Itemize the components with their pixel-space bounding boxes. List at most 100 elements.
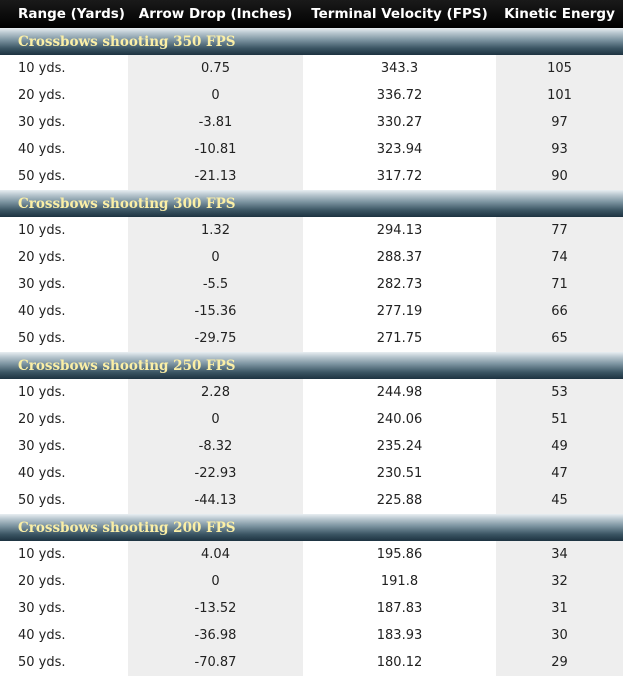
cell-range: 30 yds. bbox=[0, 595, 128, 622]
cell-terminal-velocity: 330.27 bbox=[303, 109, 496, 136]
table-row: 20 yds. 0 336.72 101 bbox=[0, 82, 623, 109]
cell-range: 50 yds. bbox=[0, 325, 128, 352]
cell-terminal-velocity: 191.8 bbox=[303, 568, 496, 595]
table-row: 50 yds. -70.87 180.12 29 bbox=[0, 649, 623, 676]
cell-arrow-drop: -8.32 bbox=[128, 433, 303, 460]
cell-kinetic-energy: 51 bbox=[496, 406, 623, 433]
cell-kinetic-energy: 105 bbox=[496, 55, 623, 82]
group-title: Crossbows shooting 350 FPS bbox=[0, 28, 623, 55]
cell-range: 30 yds. bbox=[0, 433, 128, 460]
cell-range: 40 yds. bbox=[0, 460, 128, 487]
cell-arrow-drop: -44.13 bbox=[128, 487, 303, 514]
cell-range: 20 yds. bbox=[0, 568, 128, 595]
cell-terminal-velocity: 183.93 bbox=[303, 622, 496, 649]
group-title: Crossbows shooting 250 FPS bbox=[0, 352, 623, 379]
cell-terminal-velocity: 277.19 bbox=[303, 298, 496, 325]
cell-kinetic-energy: 74 bbox=[496, 244, 623, 271]
cell-range: 40 yds. bbox=[0, 298, 128, 325]
header-range: Range (Yards) bbox=[0, 0, 128, 28]
cell-kinetic-energy: 49 bbox=[496, 433, 623, 460]
cell-range: 20 yds. bbox=[0, 244, 128, 271]
cell-arrow-drop: -29.75 bbox=[128, 325, 303, 352]
cell-arrow-drop: 1.32 bbox=[128, 217, 303, 244]
table-row: 20 yds. 0 240.06 51 bbox=[0, 406, 623, 433]
cell-terminal-velocity: 343.3 bbox=[303, 55, 496, 82]
cell-range: 10 yds. bbox=[0, 541, 128, 568]
cell-arrow-drop: 0 bbox=[128, 406, 303, 433]
table-row: 50 yds. -29.75 271.75 65 bbox=[0, 325, 623, 352]
table-row: 10 yds. 2.28 244.98 53 bbox=[0, 379, 623, 406]
header-kinetic-energy: Kinetic Energy bbox=[496, 0, 623, 28]
cell-range: 30 yds. bbox=[0, 109, 128, 136]
table-row: 10 yds. 1.32 294.13 77 bbox=[0, 217, 623, 244]
group-title: Crossbows shooting 300 FPS bbox=[0, 190, 623, 217]
group-header-row: Crossbows shooting 300 FPS bbox=[0, 190, 623, 217]
cell-kinetic-energy: 65 bbox=[496, 325, 623, 352]
cell-kinetic-energy: 77 bbox=[496, 217, 623, 244]
header-terminal-velocity: Terminal Velocity (FPS) bbox=[303, 0, 496, 28]
cell-kinetic-energy: 66 bbox=[496, 298, 623, 325]
table-row: 20 yds. 0 191.8 32 bbox=[0, 568, 623, 595]
cell-kinetic-energy: 90 bbox=[496, 163, 623, 190]
cell-terminal-velocity: 317.72 bbox=[303, 163, 496, 190]
cell-terminal-velocity: 230.51 bbox=[303, 460, 496, 487]
cell-arrow-drop: 0 bbox=[128, 244, 303, 271]
table-body: Crossbows shooting 350 FPS 10 yds. 0.75 343… bbox=[0, 28, 623, 676]
cell-terminal-velocity: 282.73 bbox=[303, 271, 496, 298]
header-arrow-drop: Arrow Drop (Inches) bbox=[128, 0, 303, 28]
cell-kinetic-energy: 29 bbox=[496, 649, 623, 676]
cell-kinetic-energy: 53 bbox=[496, 379, 623, 406]
cell-terminal-velocity: 240.06 bbox=[303, 406, 496, 433]
cell-arrow-drop: -13.52 bbox=[128, 595, 303, 622]
cell-range: 30 yds. bbox=[0, 271, 128, 298]
cell-arrow-drop: 2.28 bbox=[128, 379, 303, 406]
cell-terminal-velocity: 187.83 bbox=[303, 595, 496, 622]
cell-terminal-velocity: 180.12 bbox=[303, 649, 496, 676]
cell-range: 10 yds. bbox=[0, 379, 128, 406]
group-header-row: Crossbows shooting 250 FPS bbox=[0, 352, 623, 379]
cell-terminal-velocity: 271.75 bbox=[303, 325, 496, 352]
cell-kinetic-energy: 34 bbox=[496, 541, 623, 568]
cell-terminal-velocity: 244.98 bbox=[303, 379, 496, 406]
table-row: 20 yds. 0 288.37 74 bbox=[0, 244, 623, 271]
table-row: 30 yds. -13.52 187.83 31 bbox=[0, 595, 623, 622]
cell-kinetic-energy: 97 bbox=[496, 109, 623, 136]
cell-range: 50 yds. bbox=[0, 163, 128, 190]
cell-terminal-velocity: 288.37 bbox=[303, 244, 496, 271]
cell-terminal-velocity: 336.72 bbox=[303, 82, 496, 109]
cell-kinetic-energy: 45 bbox=[496, 487, 623, 514]
cell-kinetic-energy: 47 bbox=[496, 460, 623, 487]
table-row: 10 yds. 4.04 195.86 34 bbox=[0, 541, 623, 568]
cell-arrow-drop: -10.81 bbox=[128, 136, 303, 163]
cell-arrow-drop: -22.93 bbox=[128, 460, 303, 487]
table-row: 10 yds. 0.75 343.3 105 bbox=[0, 55, 623, 82]
cell-kinetic-energy: 30 bbox=[496, 622, 623, 649]
table-row: 30 yds. -3.81 330.27 97 bbox=[0, 109, 623, 136]
cell-range: 10 yds. bbox=[0, 55, 128, 82]
group-title: Crossbows shooting 200 FPS bbox=[0, 514, 623, 541]
cell-arrow-drop: -21.13 bbox=[128, 163, 303, 190]
table-row: 30 yds. -8.32 235.24 49 bbox=[0, 433, 623, 460]
table-row: 50 yds. -21.13 317.72 90 bbox=[0, 163, 623, 190]
cell-range: 50 yds. bbox=[0, 649, 128, 676]
cell-kinetic-energy: 71 bbox=[496, 271, 623, 298]
cell-terminal-velocity: 294.13 bbox=[303, 217, 496, 244]
cell-range: 10 yds. bbox=[0, 217, 128, 244]
cell-range: 40 yds. bbox=[0, 622, 128, 649]
cell-arrow-drop: 0 bbox=[128, 82, 303, 109]
cell-arrow-drop: -70.87 bbox=[128, 649, 303, 676]
table-row: 40 yds. -10.81 323.94 93 bbox=[0, 136, 623, 163]
table-row: 40 yds. -22.93 230.51 47 bbox=[0, 460, 623, 487]
cell-kinetic-energy: 31 bbox=[496, 595, 623, 622]
cell-range: 20 yds. bbox=[0, 406, 128, 433]
table-row: 40 yds. -15.36 277.19 66 bbox=[0, 298, 623, 325]
cell-range: 40 yds. bbox=[0, 136, 128, 163]
cell-arrow-drop: 0 bbox=[128, 568, 303, 595]
cell-arrow-drop: -36.98 bbox=[128, 622, 303, 649]
cell-kinetic-energy: 93 bbox=[496, 136, 623, 163]
cell-arrow-drop: -3.81 bbox=[128, 109, 303, 136]
cell-range: 50 yds. bbox=[0, 487, 128, 514]
table-header: Range (Yards) Arrow Drop (Inches) Termin… bbox=[0, 0, 623, 28]
cell-terminal-velocity: 225.88 bbox=[303, 487, 496, 514]
